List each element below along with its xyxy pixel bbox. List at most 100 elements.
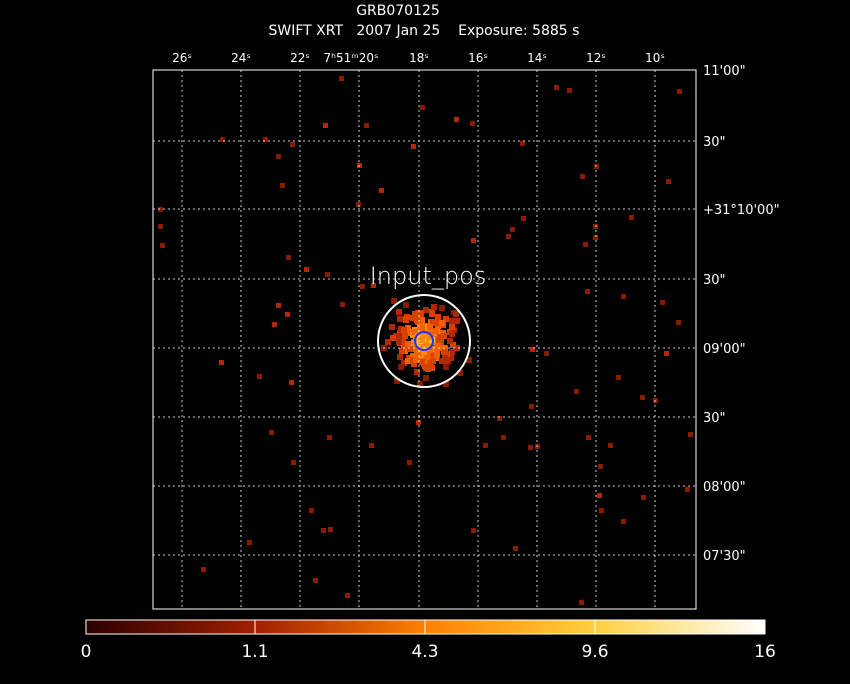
pixel [321, 528, 326, 533]
dec-label: 07'30" [703, 549, 746, 564]
pixel [290, 142, 295, 147]
pixel [567, 88, 572, 93]
pixel [369, 443, 374, 448]
pixel [433, 328, 439, 334]
pixel [398, 364, 404, 370]
counts-image [158, 76, 693, 605]
pixel [423, 365, 429, 371]
pixel [389, 324, 395, 330]
pixel [443, 364, 449, 370]
pixel [447, 338, 453, 344]
pixel [677, 89, 682, 94]
pixel [286, 255, 291, 260]
pixel [449, 324, 455, 330]
pixel [404, 314, 410, 320]
pixel [529, 404, 534, 409]
pixel [402, 333, 408, 339]
pixel [528, 445, 533, 450]
dec-label: 30" [703, 411, 726, 426]
pixel [269, 430, 274, 435]
pixel [453, 311, 459, 317]
colorbar-label: 4.3 [411, 642, 438, 662]
pixel [263, 137, 268, 142]
object-name: GRB070125 [356, 3, 440, 19]
pixel [521, 216, 526, 221]
pixel [418, 344, 424, 350]
pixel [501, 435, 506, 440]
pixel [397, 333, 403, 339]
pixel [390, 335, 396, 341]
pixel [340, 302, 345, 307]
pixel [471, 238, 476, 243]
pixel [419, 337, 425, 343]
pixel [285, 312, 290, 317]
pixel [328, 527, 333, 532]
observation-line: SWIFT XRT 2007 Jan 25 Exposure: 5885 s [269, 23, 580, 39]
ra-label: 10ˢ [645, 51, 665, 65]
pixel [497, 416, 502, 421]
position-marker [414, 331, 434, 351]
pixel [454, 345, 460, 351]
dec-label: 09'00" [703, 342, 746, 357]
pixel [520, 141, 525, 146]
pixel [450, 342, 456, 348]
pixel [429, 365, 435, 371]
pixel [621, 294, 626, 299]
pixel [339, 76, 344, 81]
colorbar-labels: 0 1.1 4.3 9.6 16 [81, 620, 776, 662]
pixel [360, 284, 365, 289]
ra-label: 18ˢ [409, 51, 429, 65]
ra-label: 26ˢ [172, 51, 192, 65]
pixel [466, 357, 472, 363]
colorbar-label: 0 [81, 642, 92, 662]
pixel [586, 435, 591, 440]
pixel [598, 464, 603, 469]
pixel [433, 320, 439, 326]
pixel [544, 351, 549, 356]
pixel [356, 202, 361, 207]
pixel [449, 349, 455, 355]
pixel [396, 309, 402, 315]
pixel [323, 123, 328, 128]
pixel [685, 487, 690, 492]
pixel [401, 360, 407, 366]
pixel [435, 314, 441, 320]
pixel [471, 528, 476, 533]
pixel [444, 351, 450, 357]
pixel [449, 318, 455, 324]
pixel [411, 340, 417, 346]
pixel [419, 317, 425, 323]
pixel [434, 348, 440, 354]
pixel [219, 360, 224, 365]
pixel [510, 227, 515, 232]
colorbar-label: 16 [754, 642, 776, 662]
pixel [414, 369, 420, 375]
pixel [371, 283, 376, 288]
pixel [688, 432, 693, 437]
pixel [597, 493, 602, 498]
pixel [345, 593, 350, 598]
dec-label: +31°10'00" [703, 203, 780, 218]
pixel [454, 117, 459, 122]
ra-label: 24ˢ [231, 51, 251, 65]
pixel [422, 332, 428, 338]
pixel [580, 174, 585, 179]
pixel [399, 348, 405, 354]
pixel [247, 540, 252, 545]
pixel [443, 381, 449, 387]
pixel [420, 105, 425, 110]
pixel [397, 316, 403, 322]
pixel [291, 460, 296, 465]
pixel [411, 361, 417, 367]
pixel [385, 339, 391, 345]
ra-label: 22ˢ [290, 51, 310, 65]
pixel [418, 331, 424, 337]
pixel [666, 179, 671, 184]
coordinate-grid [153, 69, 696, 609]
pixel [407, 346, 413, 352]
pixel [608, 443, 613, 448]
pixel [660, 300, 665, 305]
pixel [418, 354, 424, 360]
pixel [411, 144, 416, 149]
pixel [401, 327, 407, 333]
